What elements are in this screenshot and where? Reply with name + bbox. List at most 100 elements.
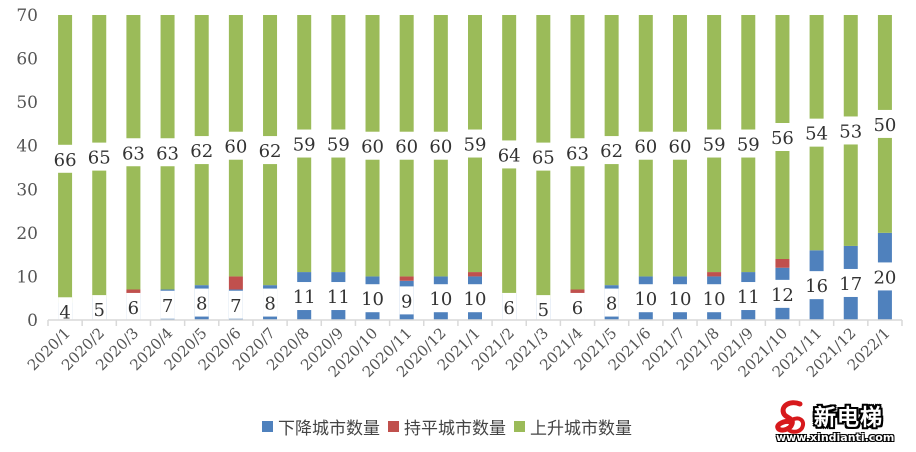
bar-segment xyxy=(707,272,722,277)
label-background xyxy=(633,131,658,160)
data-label: 4 xyxy=(59,302,70,323)
bar-segment xyxy=(399,276,414,281)
data-label: 10 xyxy=(703,289,726,310)
data-label: 50 xyxy=(873,115,896,136)
label-background xyxy=(667,131,692,160)
data-label: 20 xyxy=(873,267,896,288)
legend-swatch-rise xyxy=(514,421,525,432)
label-background xyxy=(126,292,141,321)
bar-series xyxy=(58,15,892,320)
label-background xyxy=(736,129,761,158)
data-label: 16 xyxy=(805,276,828,297)
label-background xyxy=(223,131,248,160)
data-label: 53 xyxy=(839,121,862,142)
label-background xyxy=(497,140,522,169)
label-background xyxy=(565,138,590,167)
data-label: 60 xyxy=(395,137,418,158)
data-label: 8 xyxy=(196,294,207,315)
label-background xyxy=(502,292,517,321)
label-background xyxy=(360,131,385,160)
label-background xyxy=(872,262,897,291)
data-label: 8 xyxy=(264,294,275,315)
label-background xyxy=(428,284,453,313)
data-label: 9 xyxy=(401,291,412,312)
data-label: 10 xyxy=(634,289,657,310)
data-label: 64 xyxy=(498,145,521,166)
y-tick-label: 20 xyxy=(16,224,38,244)
label-background xyxy=(531,142,556,171)
data-label: 59 xyxy=(737,135,760,156)
label-background xyxy=(326,282,351,311)
label-background xyxy=(770,123,795,151)
y-tick-label: 30 xyxy=(16,180,38,200)
label-background xyxy=(53,144,78,173)
y-tick-label: 50 xyxy=(16,93,38,113)
label-background xyxy=(604,288,619,317)
label-background xyxy=(599,136,624,165)
legend-item-flat: 持平城市数量 xyxy=(388,414,506,439)
legend-item-rise: 上升城市数量 xyxy=(514,414,632,439)
bar-segment xyxy=(775,259,790,268)
label-background xyxy=(872,109,897,138)
data-label: 6 xyxy=(503,298,514,319)
label-background xyxy=(360,284,385,313)
legend-label-rise: 上升城市数量 xyxy=(530,419,632,439)
label-background xyxy=(570,292,585,321)
data-label: 65 xyxy=(88,148,111,169)
data-label: 10 xyxy=(361,289,384,310)
data-label: 60 xyxy=(429,137,452,158)
data-label: 12 xyxy=(771,285,794,306)
label-background xyxy=(228,290,243,319)
data-label: 5 xyxy=(94,300,105,321)
label-background xyxy=(838,116,863,145)
label-background xyxy=(189,136,214,165)
bar-segment xyxy=(468,272,482,277)
label-background xyxy=(155,138,180,167)
legend-swatch-flat xyxy=(388,421,399,432)
label-background xyxy=(804,118,829,147)
data-label: 11 xyxy=(737,287,760,308)
xindianti-logo-icon xyxy=(775,400,805,434)
label-background xyxy=(702,284,727,313)
label-background xyxy=(463,129,487,158)
data-label: 62 xyxy=(259,141,282,162)
data-label: 62 xyxy=(600,141,623,162)
data-label: 56 xyxy=(771,128,794,149)
data-label: 11 xyxy=(293,287,316,308)
bar-segment xyxy=(228,276,243,290)
label-background xyxy=(263,288,278,317)
legend-label-decline: 下降城市数量 xyxy=(278,419,380,439)
data-label: 59 xyxy=(327,135,350,156)
label-background xyxy=(92,295,107,324)
data-label: 10 xyxy=(429,289,452,310)
data-label: 60 xyxy=(224,137,247,158)
y-axis: 0 10 20 30 40 50 60 70 xyxy=(16,6,38,331)
data-labels: 4665656637638627608621159115910609601060… xyxy=(53,109,897,326)
data-label: 66 xyxy=(54,150,77,171)
bar-segment xyxy=(126,289,141,294)
label-background xyxy=(770,279,795,308)
label-background xyxy=(58,297,73,326)
data-label: 62 xyxy=(190,141,213,162)
label-background xyxy=(87,142,112,171)
data-label: 59 xyxy=(293,135,316,156)
data-label: 6 xyxy=(572,298,583,319)
data-label: 59 xyxy=(703,135,726,156)
data-label: 65 xyxy=(532,148,555,169)
label-background xyxy=(536,295,551,324)
legend: 下降城市数量 持平城市数量 上升城市数量 xyxy=(262,414,640,439)
legend-swatch-decline xyxy=(262,421,273,432)
data-label: 7 xyxy=(230,296,241,317)
legend-label-flat: 持平城市数量 xyxy=(404,419,506,439)
y-tick-label: 10 xyxy=(16,267,38,287)
label-background xyxy=(292,129,317,158)
data-label: 17 xyxy=(839,274,862,295)
data-label: 60 xyxy=(361,137,384,158)
y-tick-label: 40 xyxy=(16,137,38,157)
label-background xyxy=(667,284,692,313)
label-background xyxy=(633,284,658,313)
watermark-url: www.xindianti.com xyxy=(776,431,895,444)
y-tick-label: 60 xyxy=(16,50,38,70)
x-axis: 2020/12020/22020/32020/42020/52020/62020… xyxy=(24,319,903,381)
label-background xyxy=(702,129,727,158)
